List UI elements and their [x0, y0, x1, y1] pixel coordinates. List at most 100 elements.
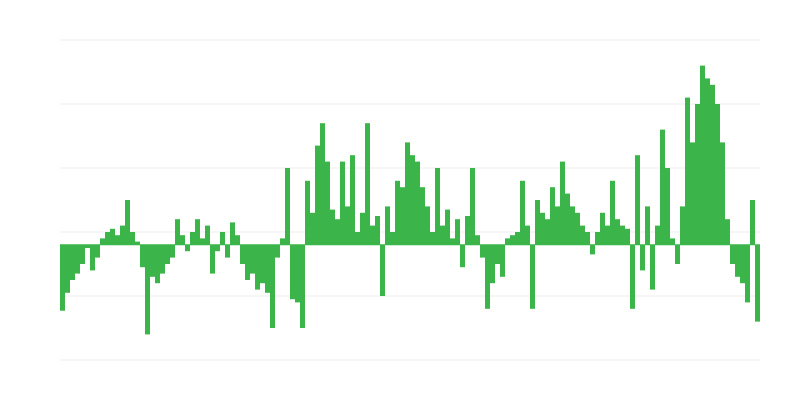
- bar: [425, 206, 430, 245]
- bar: [515, 232, 520, 245]
- bar: [215, 244, 220, 252]
- bar: [595, 232, 600, 245]
- bar: [125, 200, 130, 245]
- bar: [745, 244, 750, 303]
- bar: [695, 104, 700, 245]
- bar: [250, 244, 255, 274]
- bar: [270, 244, 275, 328]
- bar: [615, 219, 620, 245]
- bar: [60, 244, 65, 311]
- bar: [220, 232, 225, 245]
- bar: [285, 168, 290, 245]
- bar: [560, 161, 565, 245]
- bar: [540, 212, 545, 245]
- bar: [470, 168, 475, 245]
- bar: [440, 225, 445, 245]
- bar: [300, 244, 305, 328]
- bar: [650, 244, 655, 290]
- bar: [715, 104, 720, 245]
- bar: [410, 155, 415, 245]
- bar: [370, 225, 375, 245]
- bar: [610, 180, 615, 245]
- bar: [735, 244, 740, 277]
- bar: [365, 123, 370, 245]
- bar: [450, 238, 455, 245]
- bar: [620, 225, 625, 245]
- bar: [295, 244, 300, 303]
- bar: [640, 244, 645, 271]
- bar: [400, 187, 405, 245]
- bar: [240, 244, 245, 264]
- bar: [555, 206, 560, 245]
- bar: [680, 206, 685, 245]
- bar: [520, 180, 525, 245]
- bar: [290, 244, 295, 300]
- bar: [750, 200, 755, 245]
- bar: [225, 244, 230, 258]
- bar: [330, 209, 335, 245]
- bar: [700, 65, 705, 245]
- bar: [705, 78, 710, 245]
- bar: [570, 206, 575, 245]
- bar: [105, 232, 110, 245]
- bar: [720, 142, 725, 245]
- bar: [190, 232, 195, 245]
- bar: [600, 212, 605, 245]
- bar: [360, 212, 365, 245]
- bar: [500, 244, 505, 277]
- bar: [155, 244, 160, 284]
- bar: [630, 244, 635, 309]
- bar: [325, 161, 330, 245]
- bar: [320, 123, 325, 245]
- bar: [145, 244, 150, 335]
- bar: [430, 232, 435, 245]
- bar: [70, 244, 75, 280]
- bar: [730, 244, 735, 264]
- bar: [140, 244, 145, 268]
- bar: [185, 244, 190, 252]
- bar: [135, 241, 140, 245]
- bar: [725, 219, 730, 245]
- bar: [235, 235, 240, 245]
- bar: [510, 235, 515, 245]
- bar: [755, 244, 760, 322]
- bar: [420, 187, 425, 245]
- bar: [435, 168, 440, 245]
- bar: [255, 244, 260, 290]
- bar: [120, 225, 125, 245]
- bar: [115, 235, 120, 245]
- bar: [525, 225, 530, 245]
- bar: [265, 244, 270, 293]
- bar: [495, 244, 500, 264]
- bar: [310, 212, 315, 245]
- bar: [275, 244, 280, 258]
- bar: [280, 238, 285, 245]
- bar: [405, 142, 410, 245]
- bar: [85, 244, 90, 248]
- bar: [345, 206, 350, 245]
- bar: [655, 225, 660, 245]
- bar: [475, 235, 480, 245]
- bar: [95, 244, 100, 258]
- bar: [165, 244, 170, 264]
- bar: [110, 228, 115, 245]
- bar: [175, 219, 180, 245]
- bar: [535, 200, 540, 245]
- bar: [205, 225, 210, 245]
- bar: [455, 219, 460, 245]
- bar: [100, 238, 105, 245]
- bar: [340, 161, 345, 245]
- bar: [385, 206, 390, 245]
- bar: [565, 193, 570, 245]
- bar: [550, 187, 555, 245]
- bar: [505, 238, 510, 245]
- bar: [230, 222, 235, 245]
- bar: [80, 244, 85, 264]
- bar: [465, 216, 470, 245]
- bar: [210, 244, 215, 274]
- bar: [75, 244, 80, 274]
- bar: [580, 225, 585, 245]
- bar: [355, 232, 360, 245]
- bar: [130, 232, 135, 245]
